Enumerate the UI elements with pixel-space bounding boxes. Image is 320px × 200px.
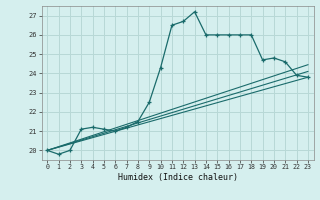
X-axis label: Humidex (Indice chaleur): Humidex (Indice chaleur) — [118, 173, 237, 182]
